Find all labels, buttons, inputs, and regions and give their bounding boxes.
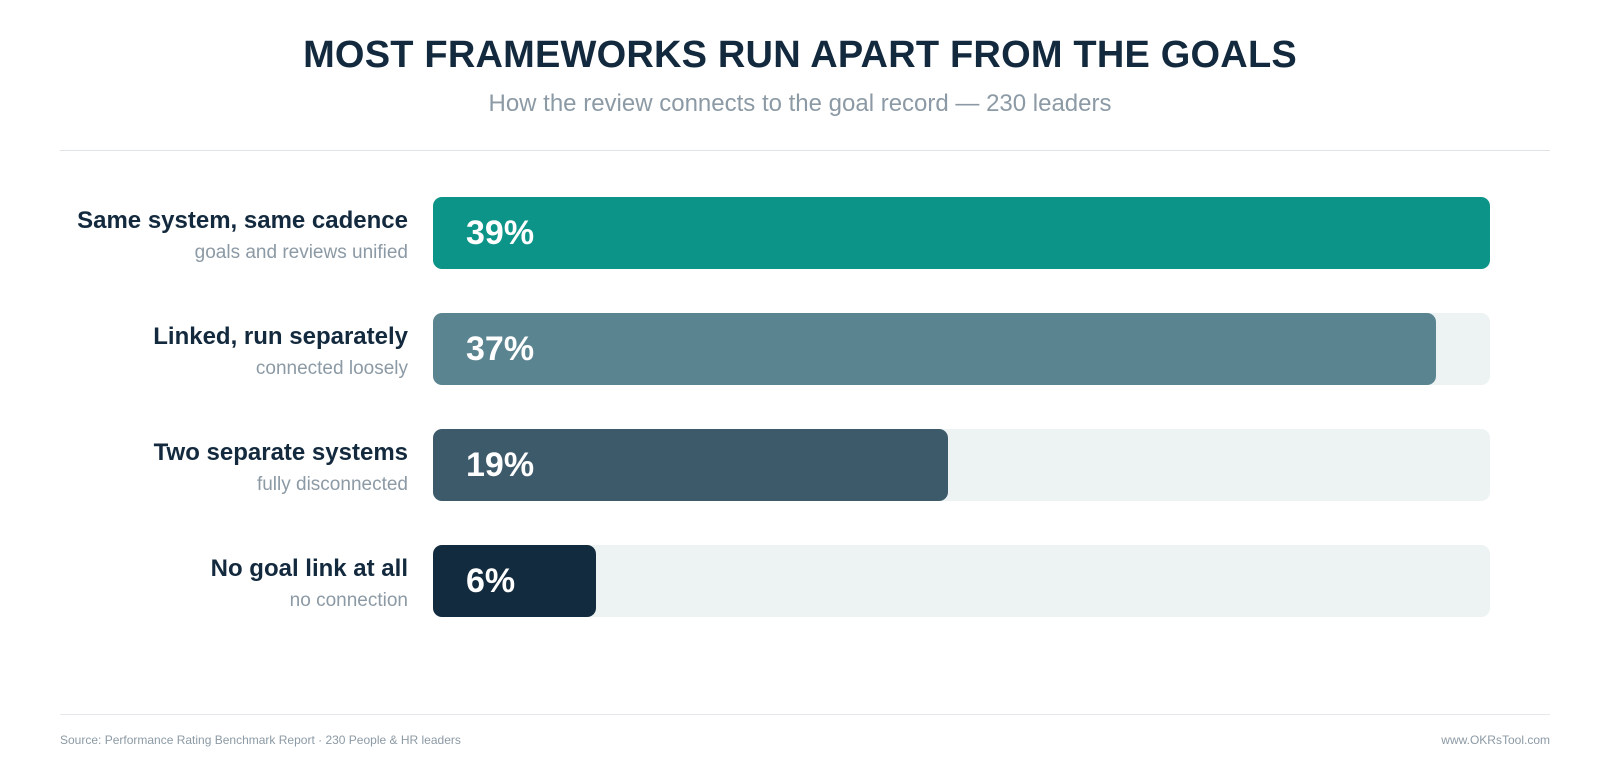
category-label: Linked, run separately [153,323,408,350]
bar: 19% [433,429,948,501]
header-divider [60,150,1550,151]
category-label: No goal link at all [210,555,408,582]
category-description: connected loosely [255,358,408,379]
bar-row: Two separate systems fully disconnected 19… [0,429,1600,501]
bar-row: No goal link at all no connection 6% [0,545,1600,617]
footer-divider [60,714,1550,715]
site-link[interactable]: www.OKRsTool.com [1441,733,1550,747]
bar-track: 19% [433,429,1490,501]
source-note: Source: Performance Rating Benchmark Rep… [60,733,461,747]
chart-subtitle: How the review connects to the goal reco… [488,90,1112,117]
bar: 37% [433,313,1436,385]
bar-row: Same system, same cadence goals and revie… [0,197,1600,269]
bar-value-label: 37% [466,330,535,368]
bar-track: 39% [433,197,1490,269]
category-description: fully disconnected [256,474,408,495]
category-label: Two separate systems [153,439,408,466]
bar-track: 6% [433,545,1490,617]
bar-row: Linked, run separately connected loosely 3… [0,313,1600,385]
bar-value-label: 39% [466,214,535,252]
bar: 6% [433,545,596,617]
chart-title: MOST FRAMEWORKS RUN APART FROM THE GOALS [303,34,1297,76]
category-description: goals and reviews unified [194,242,408,263]
bar-track: 37% [433,313,1490,385]
bar-value-label: 19% [466,446,535,484]
category-description: no connection [289,590,408,611]
category-label: Same system, same cadence [77,207,408,234]
bar-value-label: 6% [466,562,516,600]
bar: 39% [433,197,1490,269]
